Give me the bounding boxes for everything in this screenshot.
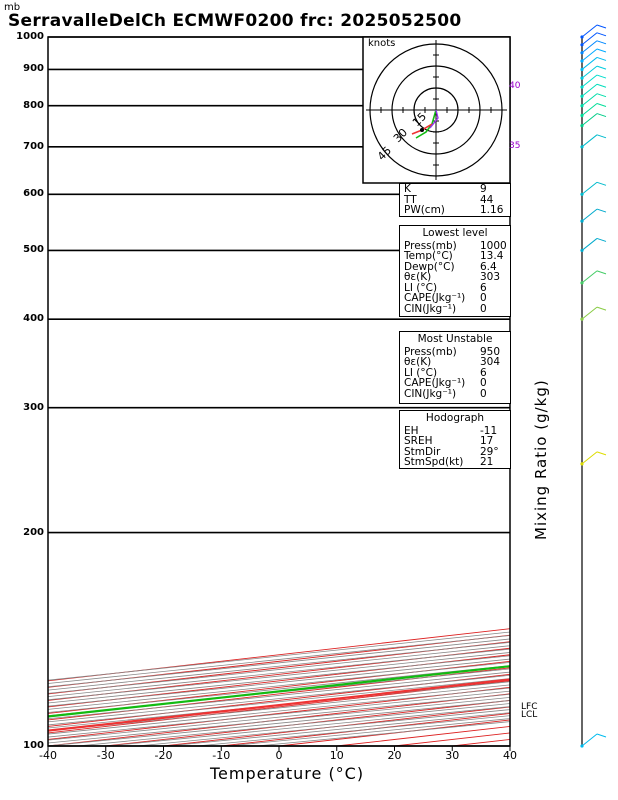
- y-tick-label: 100: [23, 740, 44, 751]
- y-tick-label: 400: [23, 313, 44, 325]
- pressure-unit-label: mb: [4, 2, 21, 13]
- lowest-level-heading: Lowest level: [422, 227, 488, 239]
- most-unstable-row: CIN(Jkg⁻¹) 0: [404, 387, 487, 400]
- x-tick-label: -20: [154, 749, 173, 762]
- storm-motion-marker: [420, 128, 424, 132]
- most-unstable-heading: Most Unstable: [417, 333, 493, 345]
- lowest-level-row: LI (°C) 6: [404, 281, 487, 294]
- wind-barb: [581, 93, 607, 107]
- hodograph-row: SREH 17: [404, 435, 494, 447]
- wind-barb: [581, 237, 607, 251]
- lowest-level-row: CAPE(Jkg⁻¹) 0: [404, 292, 487, 304]
- index-pw: PW(cm) 1.16: [404, 204, 504, 216]
- wind-barb: [581, 134, 607, 148]
- wind-barb: [581, 103, 607, 116]
- mixing-ratio-label: 40: [509, 81, 521, 92]
- mixing-ratio-label: 35: [509, 140, 521, 151]
- x-tick-label: 40: [503, 749, 517, 762]
- most-unstable-row: LI (°C) 6: [404, 366, 487, 379]
- x-tick-label: 10: [329, 749, 344, 762]
- y-tick-label: 700: [23, 140, 44, 152]
- wind-barb: [581, 83, 607, 97]
- x-tick-label: -40: [39, 749, 57, 762]
- wind-barb: [581, 56, 607, 70]
- wind-barb: [581, 65, 607, 79]
- wind-barb: [581, 733, 607, 747]
- x-tick-label: 20: [387, 749, 402, 762]
- x-tick-label: 30: [445, 749, 460, 762]
- chart-title: SerravalleDelCh ECMWF0200 frc: 202505250…: [8, 11, 462, 31]
- lowest-level-row: Dewp(°C) 6.4: [404, 260, 497, 273]
- lowest-level-panel: Lowest level Press(mb) 1000 Temp(°C) 13.4 De…: [399, 225, 511, 317]
- y-tick-label: 500: [23, 244, 44, 256]
- most-unstable-panel: Most Unstable Press(mb) 950 θε(K) 304 LI (°C…: [399, 331, 511, 404]
- wind-barb: [581, 451, 607, 465]
- lfc-label: LFC: [521, 702, 538, 712]
- hodograph-row: StmSpd(kt) 21: [404, 456, 494, 468]
- wind-barb: [581, 306, 607, 320]
- wind-barb: [581, 48, 607, 62]
- y-tick-label: 1000: [16, 31, 44, 42]
- most-unstable-row: Press(mb) 950: [404, 345, 501, 358]
- hodograph-panel: Hodograph EH -11 SREH 17 StmDir 29° StmSpd(kt)…: [399, 410, 511, 469]
- y-tick-label: 200: [23, 526, 44, 538]
- y-tick-label: 800: [23, 99, 44, 111]
- wind-barbs-column: [580, 24, 607, 748]
- hodograph-row: StmDir 29°: [404, 445, 499, 458]
- hodograph-trace-high: [429, 109, 439, 129]
- most-unstable-row: CAPE(Jkg⁻¹) 0: [404, 377, 487, 389]
- lowest-level-row: Temp(°C) 13.4: [404, 250, 504, 262]
- lowest-level-row: θε(K) 303: [404, 271, 501, 283]
- x-tick-label: 0: [275, 749, 283, 762]
- wind-barb: [581, 113, 607, 126]
- wind-barb: [581, 270, 607, 284]
- wind-barb: [581, 24, 607, 38]
- wind-barb: [581, 208, 607, 222]
- hodograph-heading: Hodograph: [425, 412, 485, 424]
- wind-barb: [581, 32, 607, 46]
- isotherm-line: [509, 745, 510, 746]
- y-tick-label: 300: [23, 401, 44, 413]
- y-tick-label: 900: [23, 63, 44, 75]
- lowest-level-row: CIN(Jkg⁻¹) 0: [404, 302, 487, 315]
- hodograph-row: EH -11: [404, 424, 498, 437]
- hodograph-unit: knots: [368, 38, 396, 49]
- hodograph-trace-low: [415, 109, 437, 139]
- lowest-level-row: Press(mb) 1000: [404, 239, 507, 252]
- mixing-ratio-title: Mixing Ratio (g/kg): [532, 379, 550, 540]
- x-axis-title: Temperature (°C): [210, 764, 365, 783]
- lcl-label: LCL: [521, 710, 538, 720]
- wind-barb: [581, 181, 607, 195]
- y-tick-label: 600: [23, 188, 44, 200]
- wind-barb: [581, 74, 607, 88]
- x-tick-label: -30: [96, 749, 115, 762]
- index-tt: TT 44: [404, 193, 494, 206]
- x-tick-label: -10: [212, 749, 231, 762]
- most-unstable-row: θε(K) 304: [404, 356, 501, 368]
- wind-barb: [581, 40, 607, 54]
